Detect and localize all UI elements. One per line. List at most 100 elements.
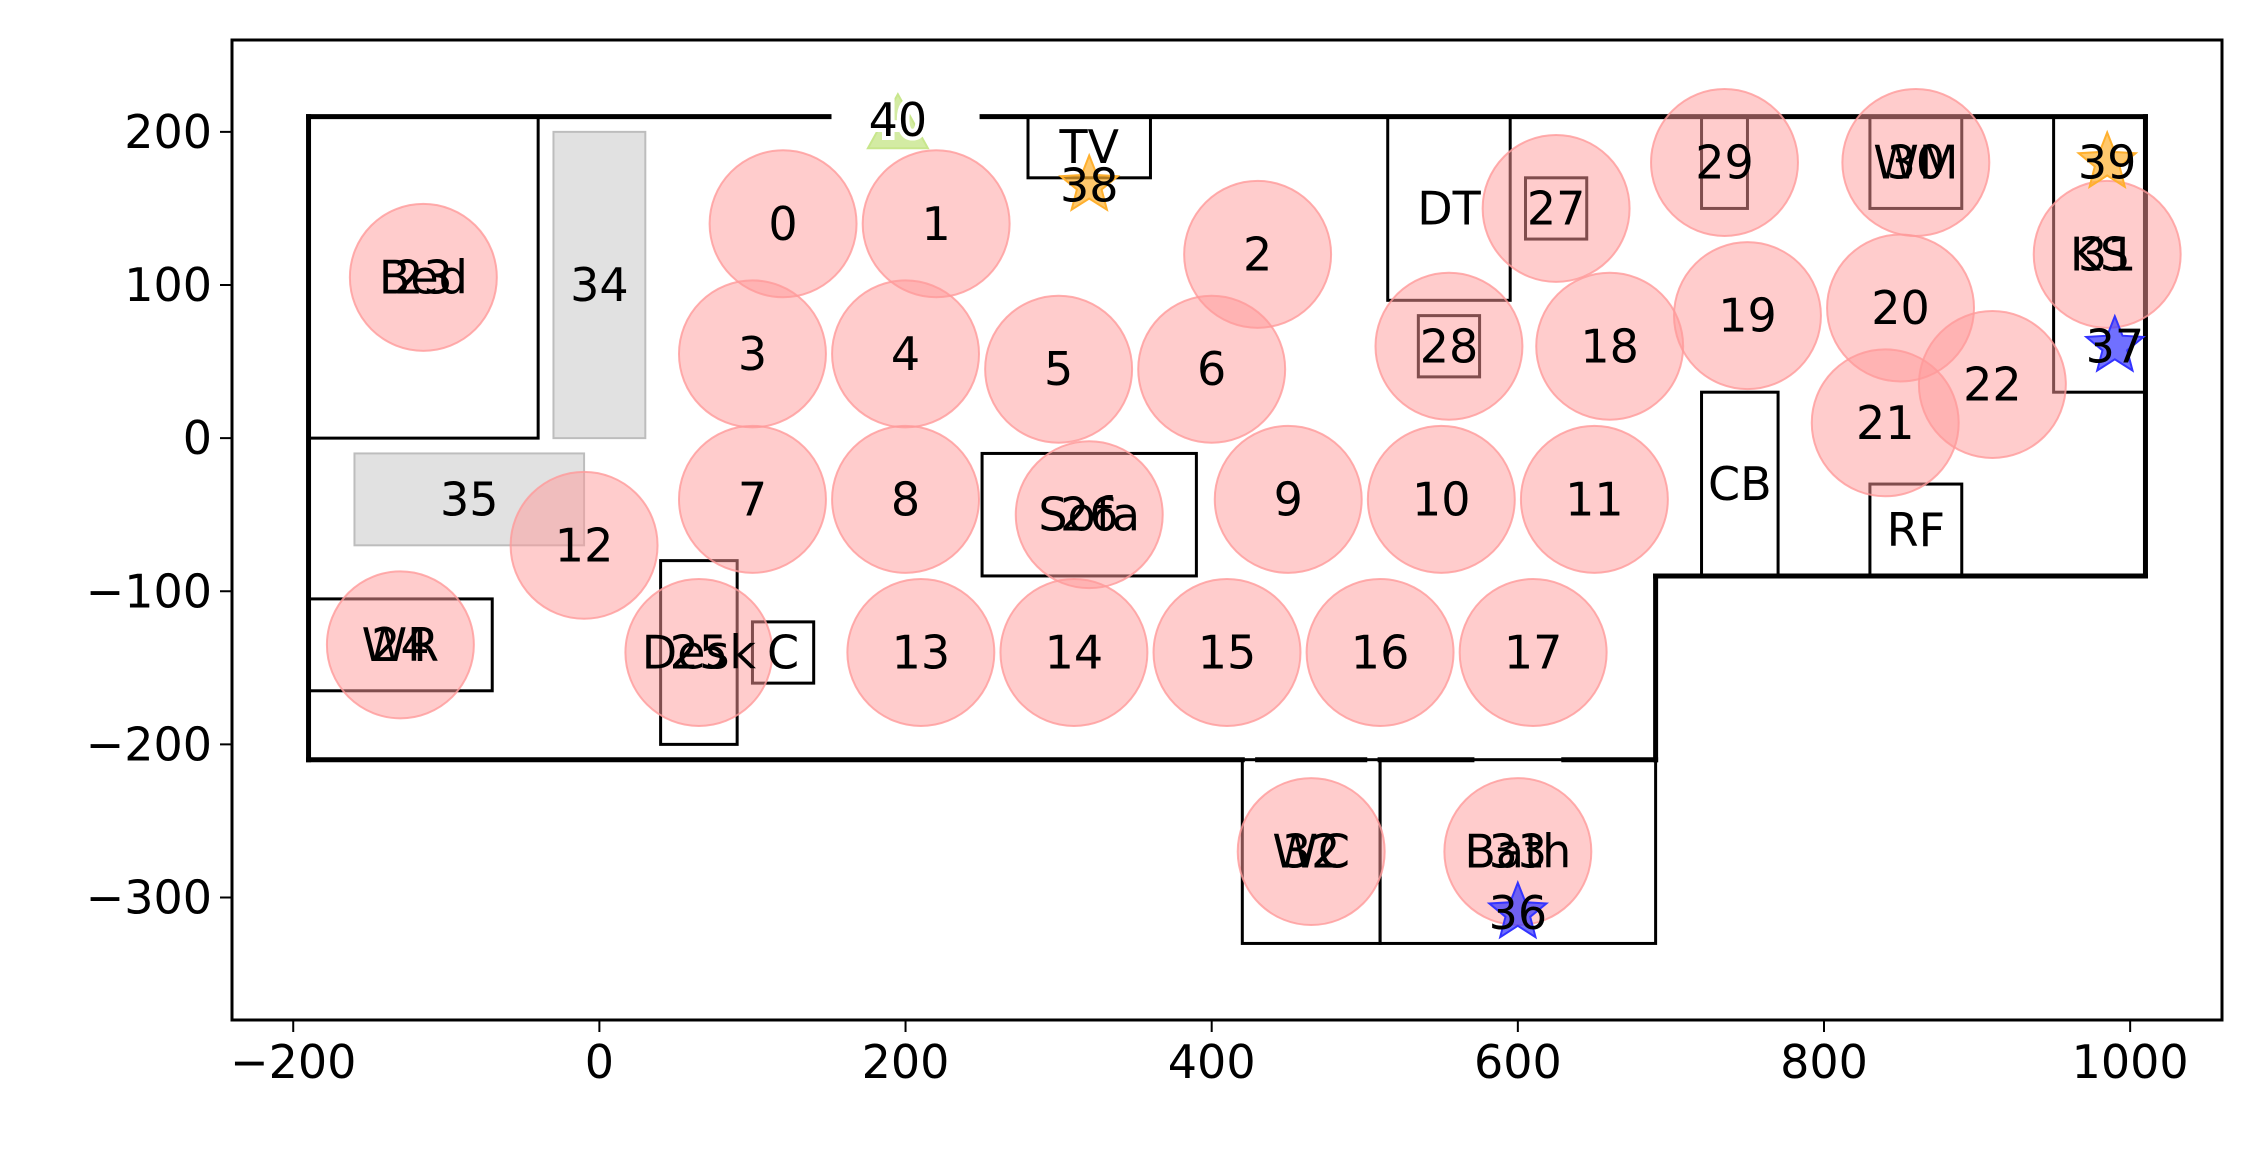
- zone-area: [552, 130, 647, 440]
- triangle-marker: [866, 92, 930, 150]
- x-tick-label: 800: [1780, 1035, 1868, 1089]
- furniture-label: Sofa: [1038, 488, 1140, 542]
- circle-marker: [1841, 88, 1991, 237]
- circle-label: 28: [1420, 319, 1479, 373]
- circle-label: 18: [1580, 319, 1639, 373]
- circle-label: 8: [891, 472, 920, 526]
- circle-label: 30: [1887, 136, 1946, 190]
- circle-label: 10: [1412, 472, 1471, 526]
- circle-marker: [1236, 777, 1386, 927]
- plot-frame: [230, 38, 2224, 1022]
- circle-label: 23: [394, 250, 453, 304]
- circle-label: 26: [1060, 488, 1119, 542]
- circle-label: 33: [1489, 825, 1548, 879]
- star-label: 39: [2078, 136, 2137, 190]
- circle-label: 6: [1197, 342, 1226, 396]
- star-marker: [2076, 129, 2139, 190]
- star-label: 38: [1060, 158, 1119, 212]
- circle-marker: [1917, 310, 2067, 460]
- furniture-label: TV: [1058, 120, 1119, 174]
- marker-layer: [866, 92, 2146, 940]
- furniture-label: Bath: [1464, 825, 1571, 879]
- circle-label: 21: [1856, 396, 1915, 450]
- circle-label: 13: [892, 626, 951, 680]
- circle-label: 31: [2078, 227, 2137, 281]
- circle-marker: [1014, 440, 1164, 590]
- furniture-box: [307, 115, 540, 440]
- x-tick-label: 600: [1474, 1035, 1562, 1089]
- circle-marker: [624, 578, 774, 727]
- circle-marker: [1374, 271, 1524, 421]
- circle-label: 15: [1198, 626, 1257, 680]
- y-tick-label: 200: [124, 105, 212, 159]
- circle-label: 3: [738, 327, 767, 381]
- circle-label: 14: [1045, 626, 1104, 680]
- circle-label: 9: [1274, 472, 1303, 526]
- circle-marker: [2032, 179, 2182, 329]
- circle-label: 22: [1963, 358, 2022, 412]
- circle-label: 7: [738, 472, 767, 526]
- circle-marker: [1519, 424, 1669, 574]
- circle-marker: [846, 578, 996, 727]
- zone-layer: [353, 130, 647, 547]
- circle-marker: [509, 470, 659, 620]
- circle-marker: [677, 424, 827, 574]
- circle-marker: [984, 294, 1134, 444]
- circle-label: 29: [1695, 136, 1754, 190]
- star-label: 37: [2086, 319, 2145, 373]
- circle-marker: [1481, 133, 1631, 283]
- star-marker: [1486, 880, 1550, 940]
- circle-label: 20: [1871, 281, 1930, 335]
- x-tick-label: 1000: [2072, 1035, 2189, 1089]
- zone-label: 34: [570, 258, 629, 312]
- furniture-label: WR: [362, 618, 439, 672]
- furniture-box: [1700, 390, 1780, 578]
- x-tick-label: 200: [862, 1035, 950, 1089]
- circle-marker: [1305, 578, 1455, 727]
- furniture-label: DT: [1417, 181, 1481, 235]
- circle-label: 2: [1243, 227, 1272, 281]
- circle-marker: [1137, 294, 1287, 444]
- y-tick-label: 0: [183, 411, 212, 465]
- circle-marker: [348, 202, 498, 352]
- furniture-label: C: [767, 626, 799, 680]
- furniture-label: RF: [1887, 503, 1945, 557]
- furniture-label: Desk: [642, 626, 757, 680]
- triangle-label: 40: [869, 93, 928, 147]
- circle-label: 25: [670, 626, 729, 680]
- circle-marker: [1366, 424, 1516, 574]
- circle-marker: [325, 570, 475, 720]
- circle-label: 0: [768, 197, 797, 251]
- x-tick-label: 400: [1168, 1035, 1256, 1089]
- circle-marker: [1458, 578, 1608, 727]
- circle-label: 24: [371, 618, 430, 672]
- circle-label: 27: [1527, 181, 1586, 235]
- circle-label: 17: [1504, 626, 1563, 680]
- x-tick-label: −200: [230, 1035, 356, 1089]
- circle-label: 16: [1351, 626, 1410, 680]
- circle-label: 5: [1044, 342, 1073, 396]
- star-label: 36: [1489, 886, 1548, 940]
- star-marker: [2083, 313, 2146, 373]
- y-tick-label: −200: [86, 717, 212, 771]
- circle-marker: [1152, 578, 1302, 727]
- furniture-label: WC: [1272, 825, 1350, 879]
- zone-label: 35: [440, 472, 499, 526]
- circle-label: 1: [922, 197, 951, 251]
- star-marker: [1058, 152, 1121, 212]
- furniture-label: WM: [1873, 136, 1958, 190]
- circle-marker: [831, 424, 981, 574]
- circle-label: 4: [891, 327, 920, 381]
- furniture-label: CB: [1708, 457, 1772, 511]
- circle-label: 19: [1718, 289, 1777, 343]
- circle-marker: [1672, 241, 1822, 391]
- y-tick-label: −100: [86, 564, 212, 618]
- x-tick-label: 0: [585, 1035, 614, 1089]
- circle-marker: [1213, 424, 1363, 574]
- y-tick-label: −300: [86, 871, 212, 925]
- circle-label: 32: [1282, 825, 1341, 879]
- circle-label: 11: [1565, 472, 1624, 526]
